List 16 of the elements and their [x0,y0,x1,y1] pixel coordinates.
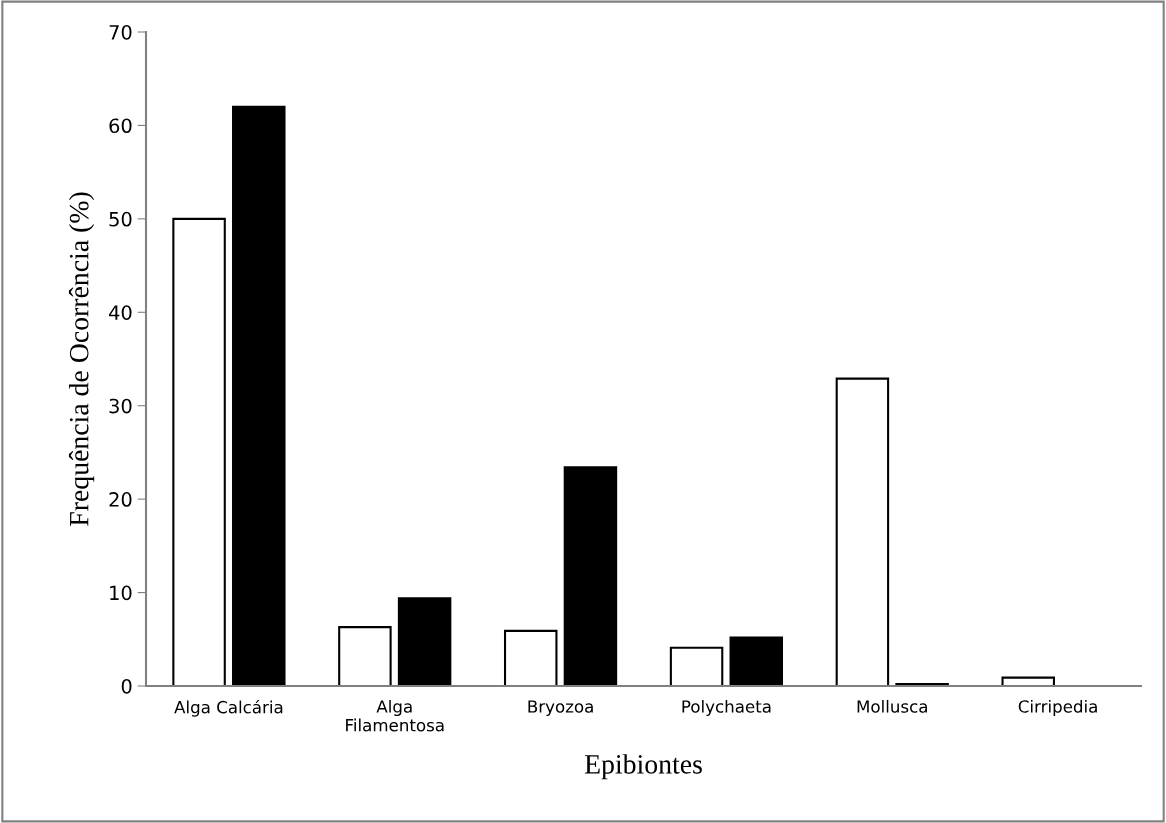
y-tick-label: 20 [109,492,132,507]
y-tick-label: 70 [109,24,132,40]
x-tick-label: Cirripedia [1018,699,1097,717]
y-tick-label: 0 [121,678,132,694]
x-tick-label: Alga Calcária [174,699,283,717]
y-axis-title: Frequência de Ocorrência (%) [68,192,95,526]
x-tick-label: Polychaeta [682,699,771,717]
x-tick-label: Bryozoa [528,700,593,717]
y-tick-label: 30 [109,398,132,414]
x-axis-title: Epibiontes [584,754,702,780]
x-tick-label: Alga Filamentosa [346,699,444,732]
y-tick-label: 10 [110,585,132,601]
y-tick-label: 40 [109,305,132,320]
y-tick-label: 60 [109,118,132,134]
x-tick-label: Mollusca [857,699,927,713]
y-tick-label: 50 [109,211,132,227]
